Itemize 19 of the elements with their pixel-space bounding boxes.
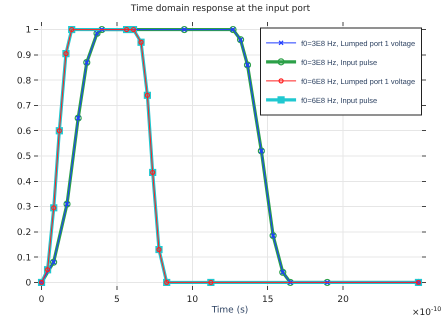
x-axis-title: Time (s)	[210, 306, 248, 316]
text: ×10$^{-10}$	[412, 306, 441, 318]
y-tick-label: 0.6	[16, 126, 32, 137]
x-tick-label: 15	[262, 294, 274, 305]
y-tick-label: 0.3	[16, 202, 32, 213]
x-tick-label: 5	[114, 294, 120, 305]
y-tick-label: 0.8	[16, 76, 32, 86]
y-tick-label: 0.9	[16, 51, 32, 62]
y-tick-label: 0.7	[16, 102, 32, 112]
y-tick-label: 0	[25, 278, 32, 289]
y-tick-label: 1	[25, 26, 32, 36]
y-tick-label: 0.2	[16, 228, 32, 238]
y-tick-label: 0.1	[16, 253, 32, 264]
x-tick-label: 0	[38, 294, 45, 305]
chart-title: Time domain response at the input port	[130, 4, 311, 14]
x-tick-label: 10	[186, 294, 198, 305]
x-tick-label: 20	[337, 294, 350, 305]
y-tick-label: 0.4	[16, 177, 32, 188]
y-tick-label: 0.5	[16, 152, 32, 162]
